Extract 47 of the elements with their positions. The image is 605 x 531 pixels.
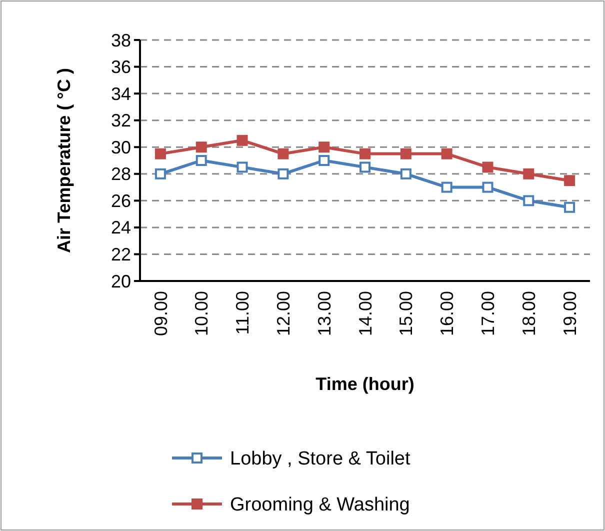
x-tick-label: 11.00 bbox=[232, 291, 253, 335]
point bbox=[564, 202, 576, 213]
y-tick-label: 34 bbox=[110, 84, 131, 104]
point bbox=[278, 148, 289, 160]
x-tick-label: 16.00 bbox=[437, 291, 458, 336]
y-tick-label: 32 bbox=[110, 110, 131, 131]
point bbox=[441, 182, 452, 193]
x-tick-label: 17.00 bbox=[478, 291, 498, 336]
y-tick-label: 26 bbox=[110, 190, 131, 211]
legend-label: Grooming & Washing bbox=[230, 494, 410, 516]
x-tick-label: 10.00 bbox=[192, 291, 212, 336]
y-tick-label: 36 bbox=[110, 57, 131, 78]
point bbox=[441, 148, 452, 160]
x-tick-label: 15.00 bbox=[396, 291, 416, 336]
point bbox=[360, 162, 370, 173]
point bbox=[523, 168, 534, 180]
x-axis-title: Time (hour) bbox=[316, 374, 414, 394]
x-tick-label: 12.00 bbox=[273, 291, 294, 336]
y-axis-title: Air Temperature ( °C ) bbox=[54, 68, 74, 253]
y-tick-label: 22 bbox=[110, 244, 131, 265]
y-tick-label: 28 bbox=[110, 164, 131, 184]
point bbox=[564, 175, 576, 186]
point bbox=[482, 182, 494, 193]
y-tick-label: 38 bbox=[110, 30, 131, 50]
x-tick-label: 09.00 bbox=[150, 291, 171, 336]
y-tick-label: 24 bbox=[110, 218, 131, 238]
x-tick-label: 18.00 bbox=[518, 291, 539, 336]
point bbox=[278, 168, 289, 180]
point bbox=[154, 148, 166, 160]
x-tick-label: 14.00 bbox=[355, 291, 376, 336]
point bbox=[482, 162, 494, 173]
point bbox=[360, 148, 370, 160]
point bbox=[318, 142, 330, 153]
point bbox=[154, 168, 166, 180]
point bbox=[400, 148, 412, 160]
point bbox=[196, 142, 207, 153]
point bbox=[196, 155, 207, 166]
point bbox=[236, 134, 248, 146]
x-tick-label: 13.00 bbox=[314, 291, 334, 336]
point bbox=[236, 162, 248, 173]
point bbox=[400, 168, 412, 180]
y-tick-label: 30 bbox=[110, 137, 131, 158]
x-tick-label: 19.00 bbox=[560, 291, 580, 336]
y-tick-label: 20 bbox=[110, 271, 131, 292]
legend-label: Lobby , Store & Toilet bbox=[230, 448, 411, 470]
point bbox=[523, 195, 534, 206]
point bbox=[318, 155, 330, 166]
